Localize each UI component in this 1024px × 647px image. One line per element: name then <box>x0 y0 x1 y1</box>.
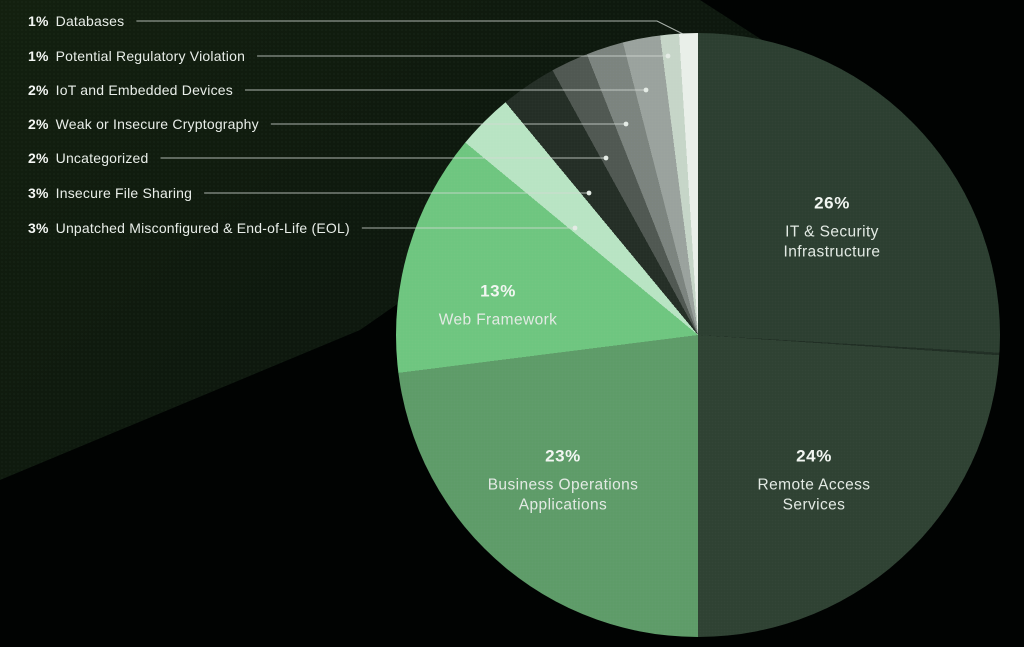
slice-percent: 24% <box>796 446 832 466</box>
legend-item: 2% Uncategorized <box>28 148 149 168</box>
slice-percent: 13% <box>480 281 516 301</box>
slice-name: Web Framework <box>439 311 558 331</box>
legend-item: 2% Weak or Insecure Cryptography <box>28 114 259 134</box>
slice-name-line: Web Framework <box>438 311 558 329</box>
legend-label: Weak or Insecure Cryptography <box>55 116 259 132</box>
legend-label: Potential Regulatory Violation <box>55 48 246 64</box>
legend-percent: 2% <box>28 82 49 98</box>
slice-name-line: Applications <box>518 496 608 514</box>
slice-name: Business Operations Applications <box>488 476 639 516</box>
slice-name: Remote Access Services <box>758 476 871 516</box>
legend-label: Databases <box>55 13 125 29</box>
legend-item: 3% Insecure File Sharing <box>28 183 192 203</box>
legend-percent: 1% <box>28 48 49 64</box>
legend-label: IoT and Embedded Devices <box>55 82 233 98</box>
legend-percent: 3% <box>28 220 49 236</box>
pie-slice-label: 24% Remote Access Services <box>758 447 871 516</box>
slice-percent: 23% <box>545 446 581 466</box>
legend-item: 1% Potential Regulatory Violation <box>28 46 245 66</box>
slice-name-line: Business Operations <box>487 476 639 494</box>
legend-percent: 1% <box>28 13 49 29</box>
legend-item: 3% Unpatched Misconfigured & End-of-Life… <box>28 218 350 238</box>
pie-slice-label: 23% Business Operations Applications <box>488 447 639 516</box>
pie-slice-label: 26% IT & Security Infrastructure <box>784 194 881 263</box>
legend-item: 2% IoT and Embedded Devices <box>28 80 233 100</box>
pie-slice-label: 13% Web Framework <box>439 282 558 331</box>
legend-label: Uncategorized <box>55 150 149 166</box>
legend-percent: 3% <box>28 185 49 201</box>
slice-name-line: Services <box>782 496 846 514</box>
legend-percent: 2% <box>28 116 49 132</box>
slice-name-line: Infrastructure <box>783 243 881 261</box>
slice-name-line: Remote Access <box>757 476 871 494</box>
legend-item: 1% Databases <box>28 11 124 31</box>
pie-chart <box>396 33 1000 637</box>
legend-percent: 2% <box>28 150 49 166</box>
legend-label: Unpatched Misconfigured & End-of-Life (E… <box>55 220 350 236</box>
slice-name: IT & Security Infrastructure <box>784 223 881 263</box>
legend-label: Insecure File Sharing <box>55 185 193 201</box>
slice-name-line: IT & Security <box>785 223 879 241</box>
slice-percent: 26% <box>814 193 850 213</box>
